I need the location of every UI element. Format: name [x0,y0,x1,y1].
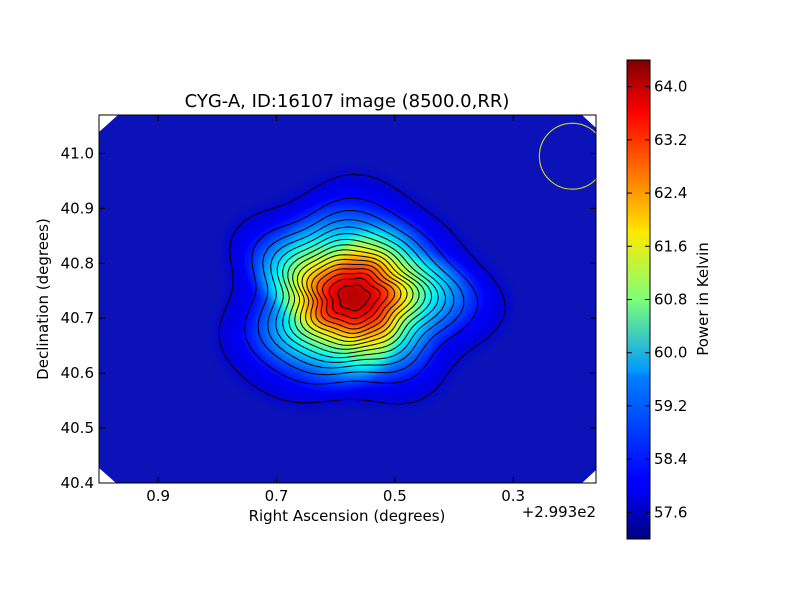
heat-layer [342,287,366,307]
contour-line [287,238,433,354]
contour-line [328,277,381,319]
contour-line [306,258,408,338]
colorbar-tick-label: 64.0 [654,78,687,96]
y-tick-label: 40.4 [61,474,94,492]
x-tick-label: 0.5 [383,487,407,505]
colorbar-label: Power in Kelvin [694,242,712,356]
y-axis-ticks: 40.4 40.5 40.6 40.7 40.8 40.9 41.0 [61,144,596,492]
x-tick-label: 0.7 [265,487,289,505]
y-tick-label: 40.7 [61,309,94,327]
y-tick-label: 40.8 [61,254,94,272]
colorbar-ticks: 57.6 58.4 59.2 60.0 60.8 61.6 62.4 63.2 64.0 [627,78,687,521]
y-tick-label: 40.6 [61,364,94,382]
contour-line [322,272,389,325]
contour-line [301,254,414,343]
colorbar-tick-label: 58.4 [654,450,687,468]
contour-line [257,209,465,376]
x-tick-label: 0.9 [146,487,170,505]
x-axis-label: Right Ascension (degrees) [249,507,446,525]
colorbar: 57.6 58.4 59.2 60.0 60.8 61.6 62.4 63.2 64.0 Pow… [626,59,712,540]
contour-line [282,232,439,359]
y-tick-label: 40.9 [61,199,94,217]
beam-circle [538,122,596,190]
contour-line [296,249,420,346]
x-axis-ticks: 0.9 0.7 0.5 0.3 [146,115,525,505]
colorbar-tick-label: 61.6 [654,237,687,255]
colorbar-tick-label: 60.0 [654,344,687,362]
contour-line [275,226,447,363]
y-tick-label: 40.5 [61,419,94,437]
x-tick-label: 0.3 [501,487,525,505]
y-tick-label: 41.0 [61,144,94,162]
contour-line [244,197,479,385]
contour-line [316,268,396,330]
colorbar-tick-label: 62.4 [654,184,687,202]
colorbar-gradient [627,60,650,539]
colorbar-tick-label: 60.8 [654,291,687,309]
contour-line [337,284,371,312]
colorbar-tick-label: 57.6 [654,503,687,521]
plot-area: 0.9 0.7 0.5 0.3 40.4 40.5 40.6 40.7 40.8 40.9 41.… [61,114,597,505]
contour-line [292,244,426,350]
colorbar-tick-label: 59.2 [654,397,687,415]
plot-frame [98,114,597,484]
contour-line [311,263,402,334]
x-axis-offset-label: +2.993e2 [522,503,596,521]
contour-lines [218,173,507,405]
colorbar-tick-label: 63.2 [654,131,687,149]
contour-line [218,173,507,405]
chart-title: CYG-A, ID:16107 image (8500.0,RR) [185,91,510,112]
contour-line [267,219,455,369]
y-axis-label: Declination (degrees) [34,218,52,380]
